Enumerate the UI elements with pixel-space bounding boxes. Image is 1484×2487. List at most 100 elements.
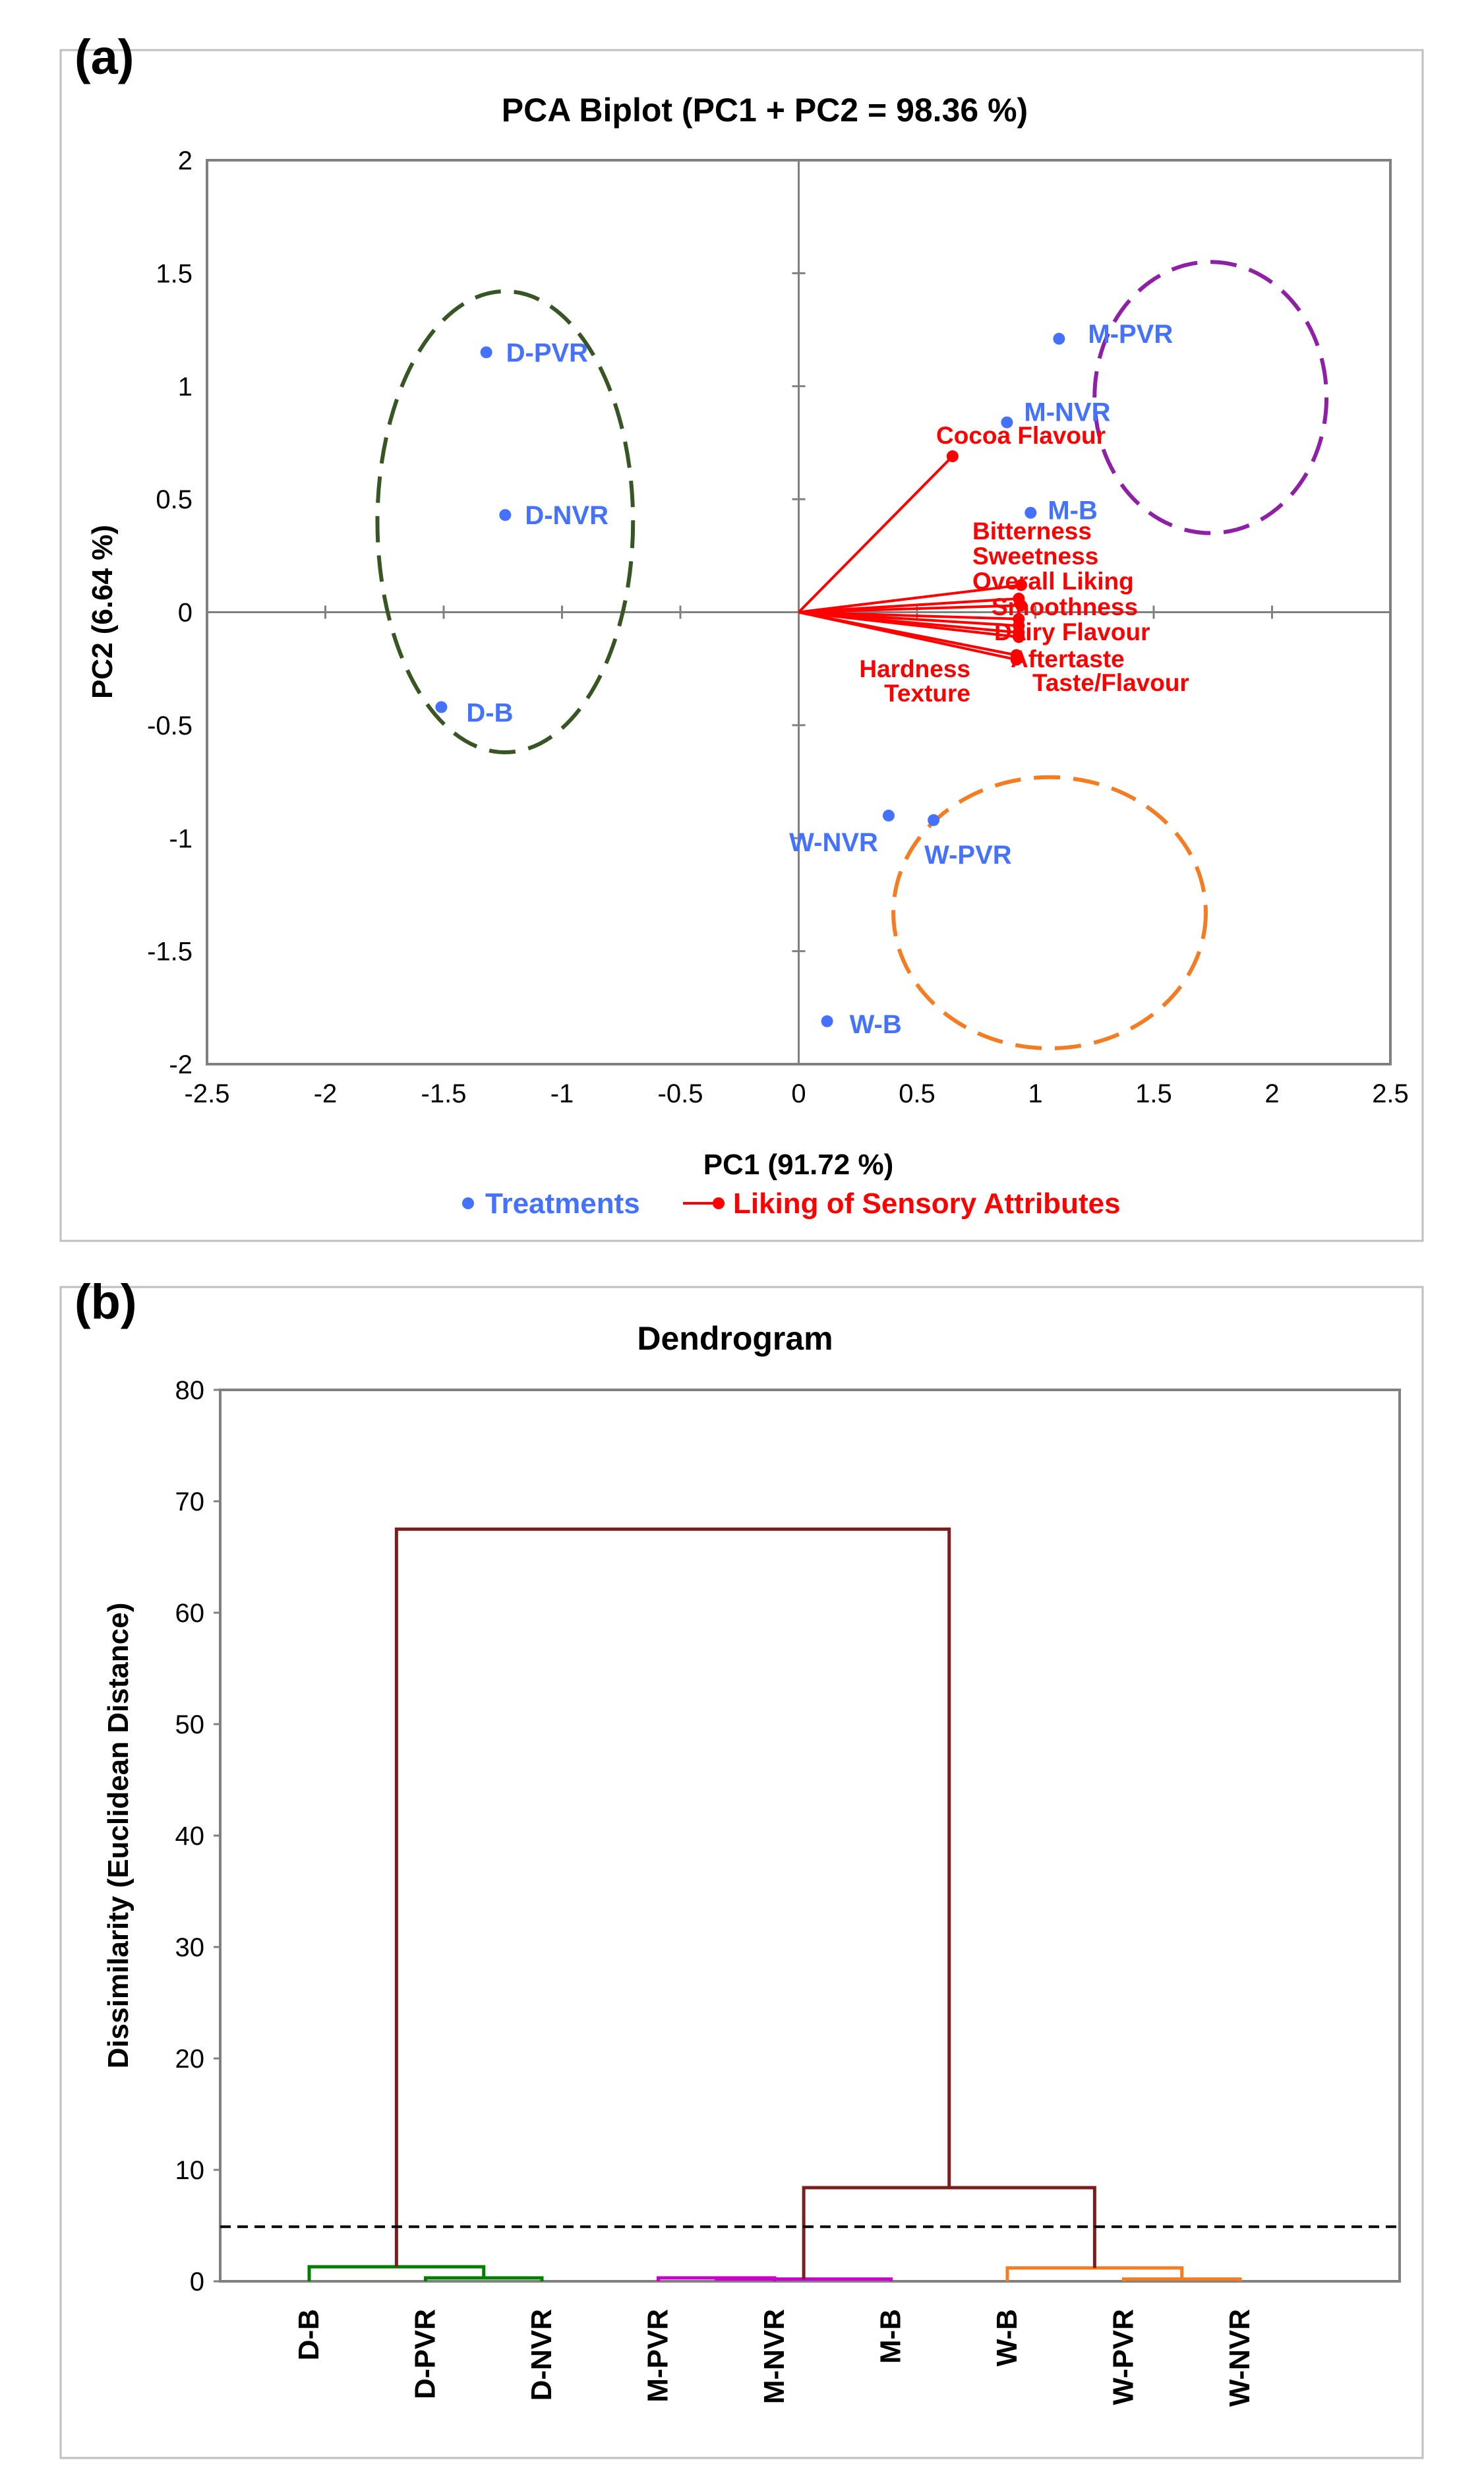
pca-x-tick-label: -2 — [314, 1079, 338, 1108]
pca-x-tick-label: 2 — [1264, 1079, 1279, 1108]
treatment-label: W-B — [850, 1010, 902, 1039]
pca-x-tick-label: -2.5 — [185, 1079, 230, 1108]
pca-x-ticks: -2.5 -2 -1.5 -1 -0.5 0 0.5 1 1.5 2 2.5 — [185, 605, 1409, 1108]
attribute-vector-tip — [1013, 631, 1025, 644]
treatment-point — [821, 1015, 833, 1027]
dendrogram-y-tick-label: 60 — [175, 1599, 205, 1628]
dendrogram-y-tick-label: 80 — [175, 1376, 205, 1405]
dendrogram-y-tick-label: 70 — [175, 1487, 205, 1516]
treatment-label: D-B — [466, 698, 513, 727]
pca-cluster-ellipses — [375, 260, 1329, 1051]
legend-treatments-label: Treatments — [485, 1187, 640, 1220]
treatment-point — [1001, 416, 1013, 429]
treatment-label: M-NVR — [1024, 398, 1110, 427]
dendrogram-title: Dendrogram — [637, 1320, 833, 1357]
treatment-label: M-PVR — [1088, 320, 1173, 349]
attribute-vector-tip — [1015, 579, 1027, 591]
panel-b-letter: (b) — [74, 1274, 137, 1329]
pca-y-tick-label: 0 — [178, 599, 193, 628]
attribute-label: Texture — [884, 680, 970, 707]
attribute-label: Sweetness — [972, 543, 1098, 570]
pca-x-tick-label: -1.5 — [421, 1079, 467, 1108]
dendrogram-leaf-label: W-PVR — [1108, 2309, 1140, 2405]
dendrogram-y-tick-label: 10 — [175, 2156, 205, 2185]
treatment-label: W-NVR — [789, 828, 878, 857]
attribute-label: Cocoa Flavour — [936, 422, 1106, 449]
dendrogram-leaf-label: D-B — [293, 2309, 325, 2360]
pca-title: PCA Biplot (PC1 + PC2 = 98.36 %) — [502, 92, 1028, 129]
attribute-vector — [798, 611, 1019, 639]
attribute-vector — [798, 455, 954, 613]
pca-x-tick-label: 0.5 — [899, 1079, 935, 1108]
dendrogram-link — [394, 1527, 951, 2267]
dendrogram-leaf-label: W-B — [991, 2309, 1023, 2366]
dendrogram-y-tick-label: 20 — [175, 2045, 205, 2074]
dendrogram-y-ticks: 0 10 20 30 40 50 60 70 80 — [175, 1376, 220, 2296]
pca-x-tick-label: 0 — [791, 1079, 806, 1108]
pca-y-axis-title: PC2 (6.64 %) — [86, 525, 119, 699]
dendrogram-leaf-label: D-PVR — [409, 2309, 442, 2399]
dendrogram-panel: (b) Dendrogram 0 10 20 30 40 50 60 70 80 D-B D-PV… — [59, 1274, 1424, 2459]
pca-y-tick-label: 1.5 — [156, 259, 193, 288]
attribute-vector — [798, 611, 1017, 661]
dendrogram-y-axis-title: Dissimilarity (Euclidean Distance) — [102, 1603, 134, 2069]
legend-attributes-marker — [713, 1197, 725, 1209]
pca-x-tick-label: 1.5 — [1135, 1079, 1172, 1108]
pca-y-ticks: -2 -1.5 -1 -0.5 0 0.5 1 1.5 2 — [147, 146, 806, 1079]
dendrogram-leaf-labels: D-B D-PVR D-NVR M-PVR M-NVR M-B W-B W-PVR W-NVR — [293, 2309, 1256, 2407]
dendrogram-y-tick-label: 0 — [190, 2267, 204, 2296]
attribute-vector — [798, 604, 1022, 614]
pca-attribute-vectors: Cocoa Flavour BitternessSweetnessOverall … — [798, 422, 1189, 707]
cluster-ellipse-milk — [1092, 260, 1329, 535]
cluster-ellipse-dark — [375, 289, 636, 755]
attribute-label: Aftertaste — [1011, 645, 1125, 673]
dendrogram-leaf-label: M-NVR — [758, 2309, 790, 2404]
treatment-label: W-PVR — [924, 841, 1012, 870]
treatment-point — [1053, 332, 1065, 345]
dendrogram-leaf-label: M-B — [875, 2309, 907, 2364]
pca-x-axis-title: PC1 (91.72 %) — [703, 1149, 894, 1181]
attribute-vector-tip — [946, 450, 959, 463]
attribute-vector-tip — [1015, 599, 1027, 612]
treatment-point — [435, 701, 448, 713]
pca-y-tick-label: 1 — [178, 373, 193, 402]
pca-biplot-panel: (a) PCA Biplot (PC1 + PC2 = 98.36 %) -2.… — [59, 30, 1424, 1242]
panel-a-frame — [59, 49, 1424, 1242]
pca-x-tick-label: 1 — [1028, 1079, 1042, 1108]
dendrogram-links — [307, 1527, 1242, 2281]
treatment-point — [1024, 506, 1037, 519]
pca-y-tick-label: -0.5 — [147, 711, 193, 740]
dendrogram-leaf-label: M-PVR — [642, 2309, 674, 2403]
attribute-label: Overall Liking — [972, 568, 1134, 595]
dendrogram-leaf-label: D-NVR — [525, 2309, 558, 2401]
pca-treatment-points: D-PVR D-NVR D-B M-PVR M-NVR M-B W-NVR W-PVR W-B — [435, 320, 1173, 1039]
treatment-point — [499, 509, 512, 522]
attribute-label: Bitterness — [972, 518, 1092, 545]
attribute-label: Hardness — [859, 655, 970, 682]
attribute-label: Taste/Flavour — [1032, 669, 1189, 696]
pca-y-tick-label: -2 — [169, 1050, 193, 1079]
dendrogram-y-tick-label: 30 — [175, 1933, 205, 1962]
pca-x-tick-label: 2.5 — [1372, 1079, 1409, 1108]
treatment-point — [480, 346, 492, 359]
treatment-label: M-B — [1048, 496, 1098, 525]
treatment-label: D-NVR — [525, 501, 608, 530]
panel-a-letter: (a) — [74, 30, 134, 84]
pca-y-tick-label: -1 — [169, 824, 193, 853]
pca-x-tick-label: -1 — [550, 1079, 574, 1108]
pca-y-tick-label: 0.5 — [156, 485, 193, 514]
treatment-point — [928, 814, 940, 826]
dendrogram-y-tick-label: 50 — [175, 1710, 205, 1739]
treatment-point — [882, 809, 895, 822]
pca-x-tick-label: -0.5 — [658, 1079, 703, 1108]
legend-treatments-marker — [462, 1197, 474, 1209]
attribute-label: Dairy Flavour — [994, 618, 1150, 645]
dendrogram-y-tick-label: 40 — [175, 1822, 205, 1851]
cluster-ellipse-white — [891, 775, 1208, 1051]
attribute-vector-tip — [1010, 653, 1023, 666]
pca-y-tick-label: -1.5 — [147, 938, 193, 967]
legend-attributes-label: Liking of Sensory Attributes — [733, 1187, 1121, 1220]
attribute-label: Smoothness — [992, 593, 1138, 620]
attribute-vector — [798, 584, 1022, 614]
